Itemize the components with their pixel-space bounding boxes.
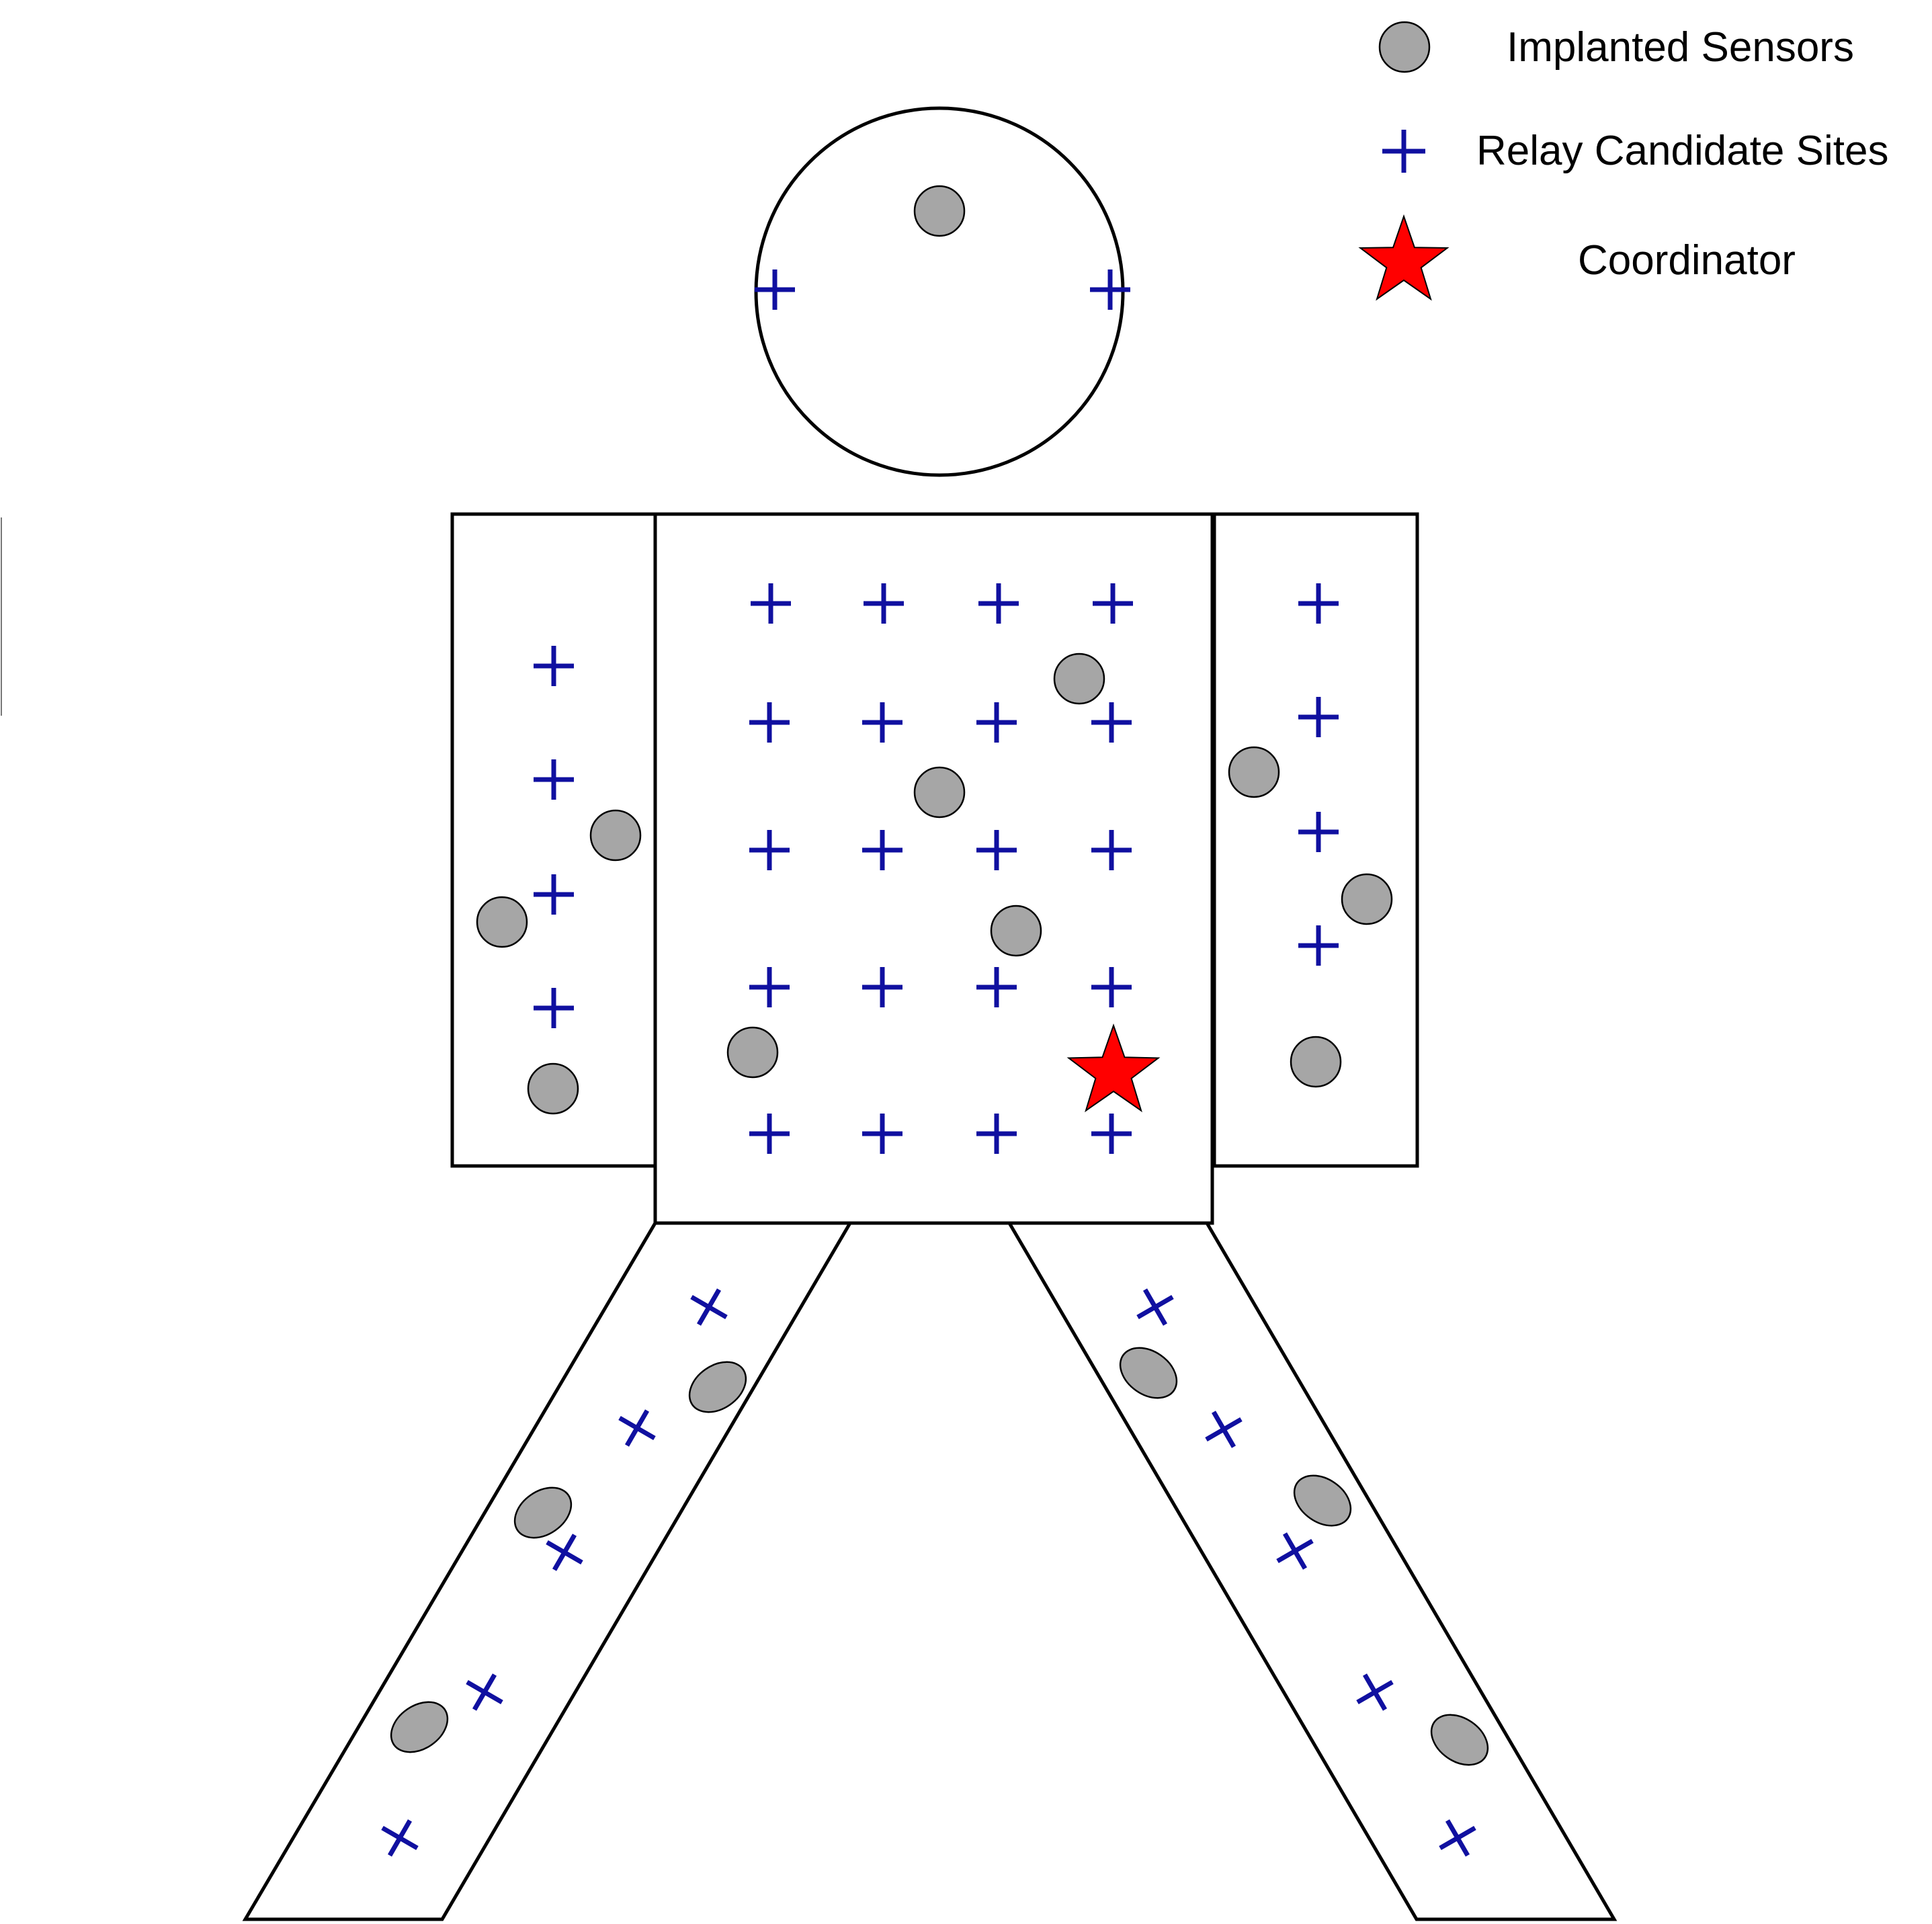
- body-outline: [242, 106, 1618, 1921]
- relay-site-icon: [976, 830, 1017, 870]
- implanted-sensor-icon: [688, 1361, 747, 1413]
- implanted-sensor-icon: [1290, 1036, 1342, 1088]
- implanted-sensor-icon: [589, 809, 642, 862]
- relay-site-icon: [751, 583, 791, 624]
- relay-site-icon: [534, 759, 574, 800]
- torso: [653, 512, 1214, 1225]
- implanted-sensor-icon: [1119, 1347, 1178, 1399]
- relay-site-icon: [864, 583, 904, 624]
- relay-site-icon: [976, 1114, 1017, 1154]
- relay-sites: [381, 269, 1476, 1857]
- coordinator-layer: [1066, 1023, 1161, 1113]
- implanted-sensor-icon: [513, 1487, 573, 1539]
- implanted-sensors: [390, 185, 1489, 1766]
- relay-site-icon: [546, 1534, 583, 1571]
- left-leg: [242, 1221, 853, 1921]
- relay-site-icon: [1093, 583, 1133, 624]
- relay-site-icon: [1091, 830, 1132, 870]
- relay-site-icon: [862, 702, 902, 743]
- relay-site-icon: [1091, 967, 1132, 1007]
- legend-coordinator-icon: [1358, 214, 1450, 301]
- relay-site-icon: [749, 830, 790, 870]
- implanted-sensor-icon: [913, 766, 966, 819]
- relay-site-icon: [534, 646, 574, 686]
- relay-site-icon: [466, 1673, 503, 1711]
- relay-site-icon: [862, 830, 902, 870]
- relay-site-icon: [1356, 1673, 1394, 1711]
- relay-site-icon: [862, 1114, 902, 1154]
- right-arm: [1212, 512, 1419, 1168]
- implanted-sensor-icon: [1293, 1474, 1352, 1527]
- head: [754, 106, 1125, 477]
- implanted-sensor-icon: [390, 1701, 449, 1753]
- relay-site-icon: [1205, 1411, 1243, 1448]
- relay-site-icon: [976, 702, 1017, 743]
- relay-site-icon: [618, 1409, 656, 1447]
- relay-site-icon: [1298, 812, 1339, 852]
- implanted-sensor-icon: [476, 896, 528, 948]
- relay-site-icon: [978, 583, 1019, 624]
- implanted-sensor-icon: [726, 1026, 779, 1079]
- relay-site-icon: [1439, 1819, 1476, 1857]
- implanted-sensor-icon: [913, 185, 966, 237]
- relay-site-icon: [534, 988, 574, 1028]
- legend-relay-icon: [1382, 130, 1425, 173]
- relay-site-icon: [755, 269, 795, 310]
- implanted-sensor-icon: [527, 1062, 579, 1115]
- legend: Implanted Sensors Relay Candidate Sites …: [1358, 21, 1888, 301]
- relay-site-icon: [749, 967, 790, 1007]
- relay-site-icon: [1298, 925, 1339, 966]
- relay-site-icon: [1090, 269, 1130, 310]
- legend-sensor-icon: [1378, 21, 1431, 73]
- implanted-sensor-icon: [1430, 1714, 1489, 1766]
- implanted-sensor-icon: [1228, 746, 1280, 798]
- implanted-sensor-icon: [1053, 653, 1105, 705]
- relay-site-icon: [976, 967, 1017, 1007]
- relay-site-icon: [749, 702, 790, 743]
- coordinator-star-icon: [1066, 1023, 1161, 1113]
- legend-coordinator-label: Coordinator: [1578, 237, 1796, 284]
- implanted-sensor-icon: [990, 905, 1042, 957]
- right-leg: [1006, 1221, 1618, 1921]
- relay-site-icon: [1136, 1288, 1174, 1326]
- relay-site-icon: [381, 1819, 419, 1857]
- legend-sensor-label: Implanted Sensors: [1507, 24, 1854, 71]
- relay-site-icon: [1276, 1532, 1314, 1570]
- implanted-sensor-icon: [1341, 873, 1393, 925]
- legend-relay-label: Relay Candidate Sites: [1476, 128, 1888, 174]
- relay-site-icon: [749, 1114, 790, 1154]
- relay-site-icon: [534, 874, 574, 915]
- relay-site-icon: [1091, 1114, 1132, 1154]
- relay-site-icon: [1091, 702, 1132, 743]
- relay-site-icon: [1298, 697, 1339, 737]
- relay-site-icon: [690, 1288, 728, 1326]
- relay-site-icon: [1298, 583, 1339, 624]
- relay-site-icon: [862, 967, 902, 1007]
